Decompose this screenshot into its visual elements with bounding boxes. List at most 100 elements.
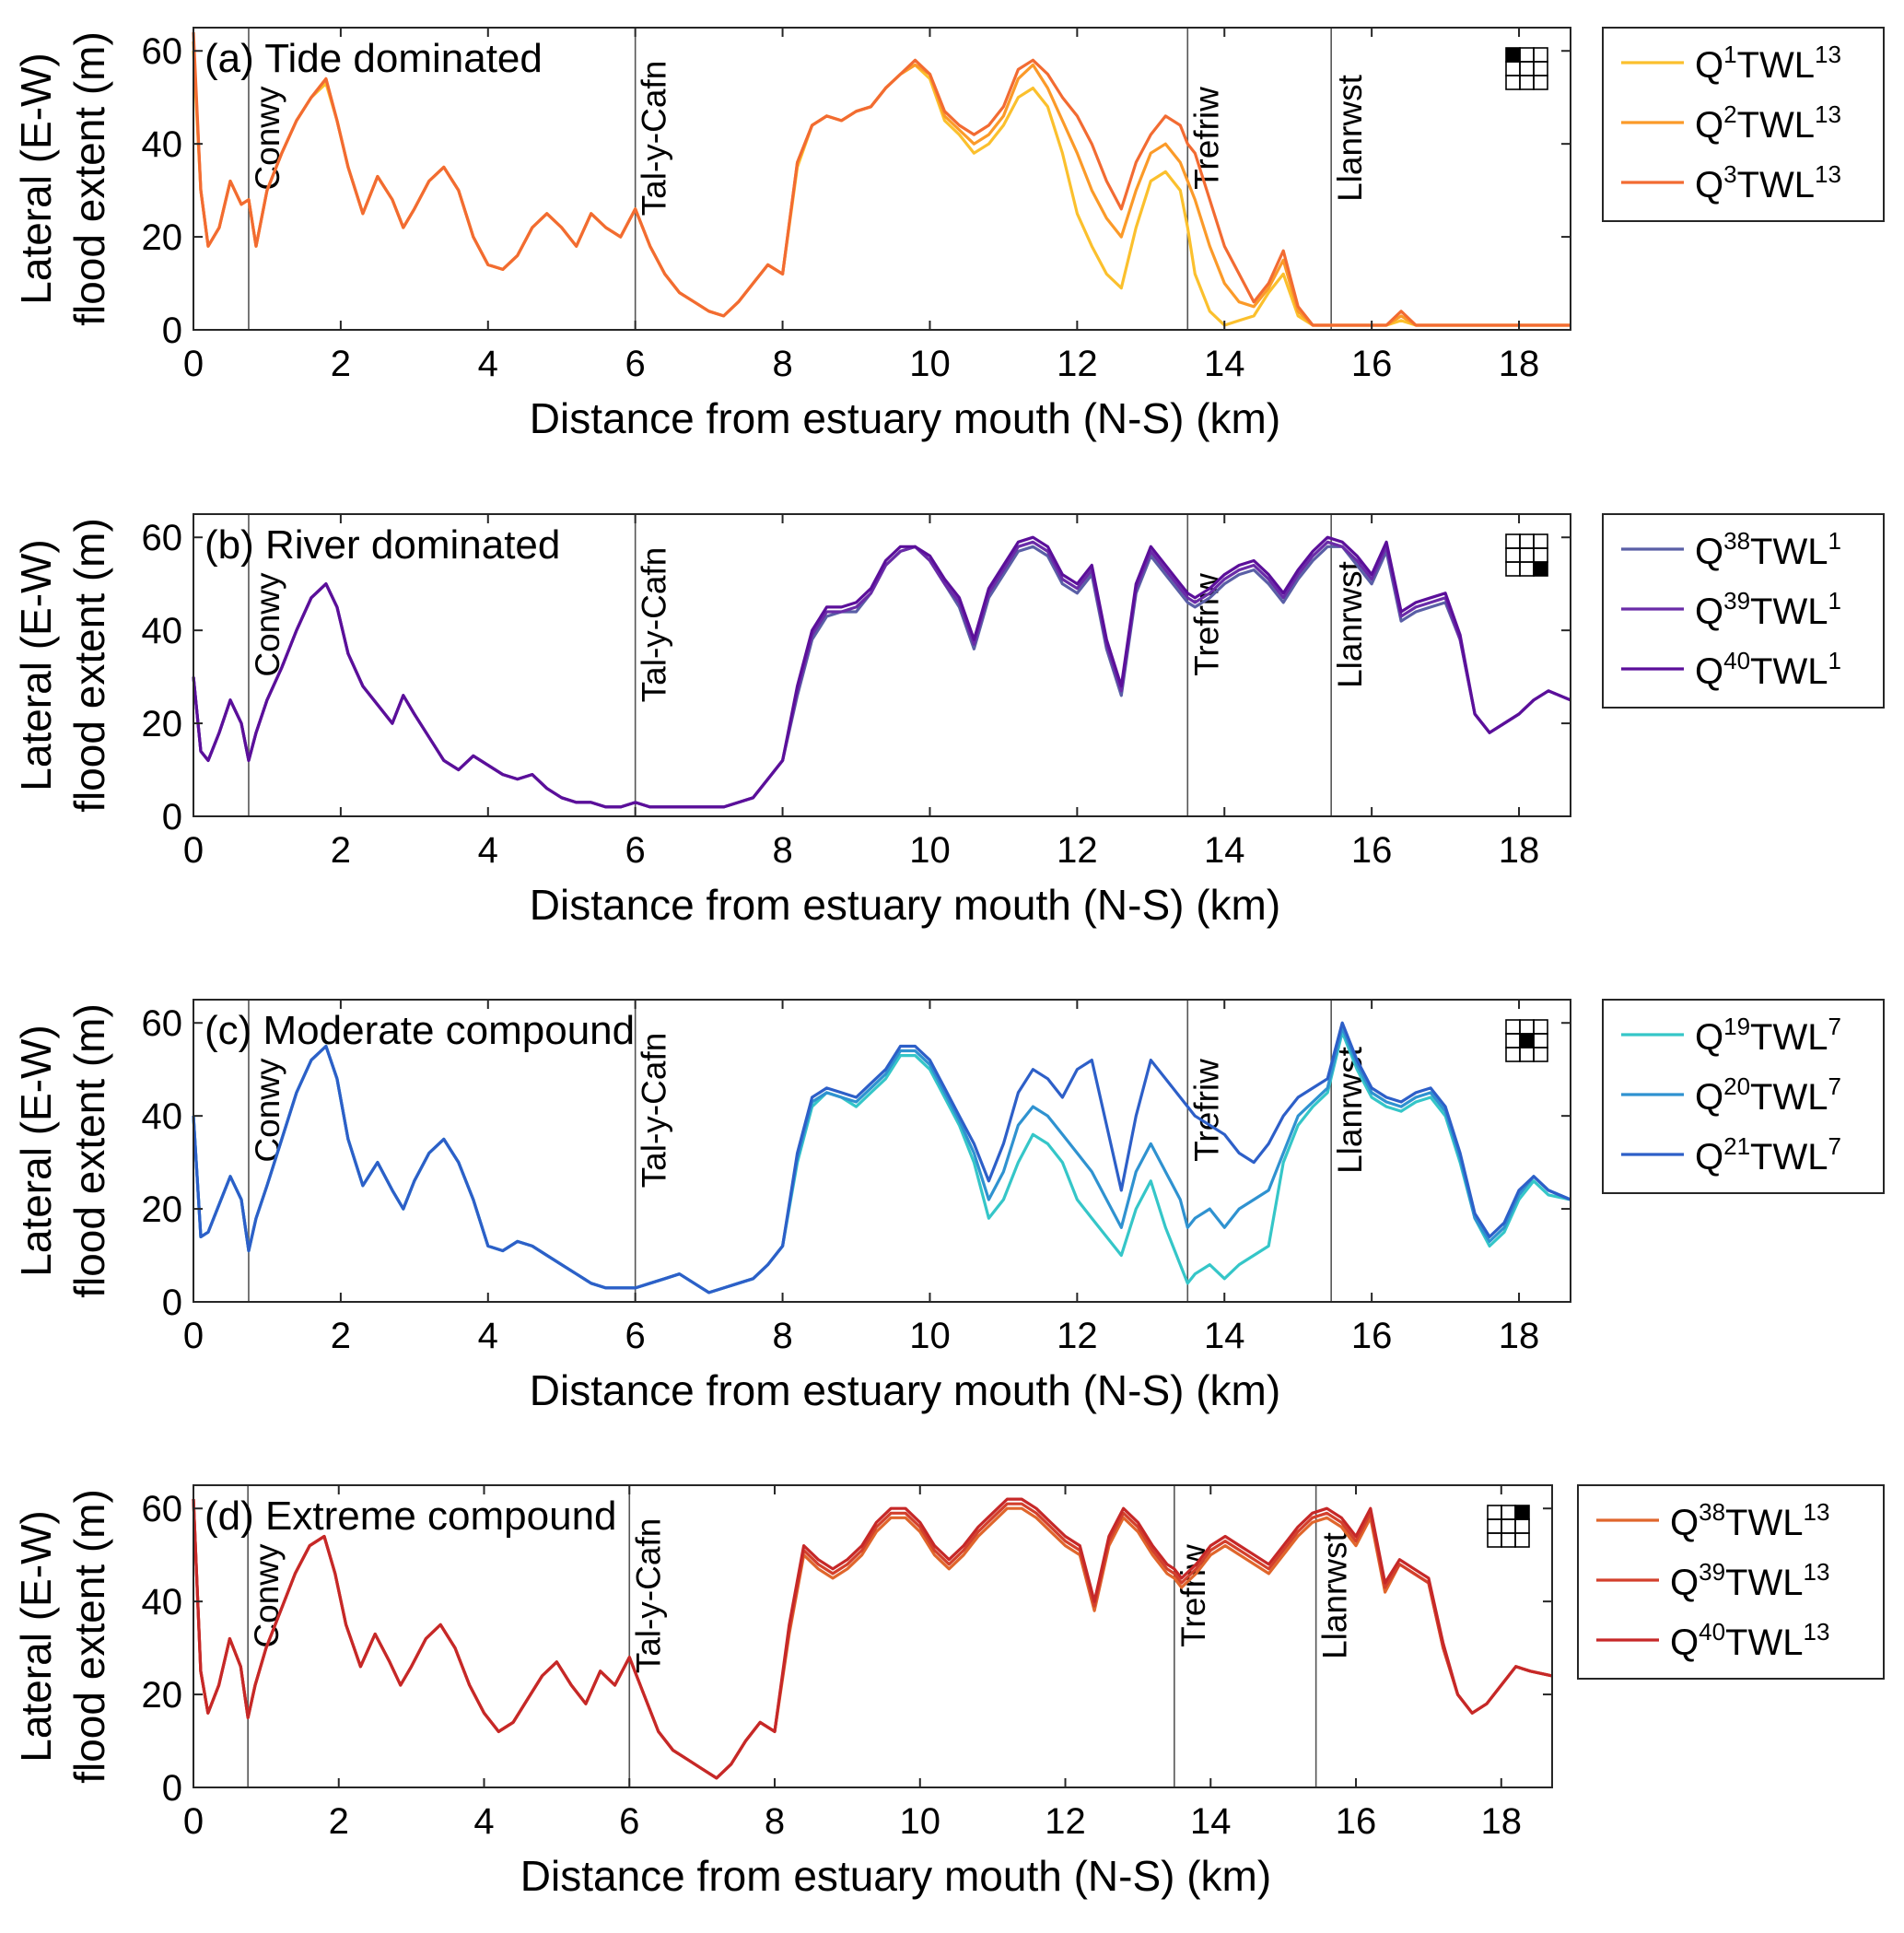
- scenario-grid-icon: [1487, 1505, 1530, 1548]
- x-tick-label: 14: [1190, 1801, 1232, 1842]
- y-tick-label: 40: [142, 611, 183, 651]
- y-tick-label: 40: [142, 1582, 183, 1623]
- scenario-grid-icon: [1505, 47, 1548, 90]
- x-axis-title-c: Distance from estuary mouth (N-S) (km): [530, 1366, 1280, 1414]
- y-tick-label: 0: [162, 310, 182, 351]
- x-tick-label: 6: [625, 830, 646, 871]
- legend-twl: TWL: [1725, 1623, 1803, 1663]
- scenario-grid-cell: [1514, 1532, 1530, 1548]
- y-tick-label: 0: [162, 797, 182, 838]
- legend-twl: TWL: [1750, 651, 1828, 692]
- town-label-conwy: Conwy: [249, 86, 286, 191]
- legend-box: [1602, 27, 1885, 222]
- x-tick-label: 16: [1351, 1316, 1393, 1356]
- legend-q: Q: [1695, 1017, 1723, 1058]
- x-tick-label: 4: [478, 830, 498, 871]
- legend-entry-Q40TWL13: Q40TWL13: [1670, 1618, 1829, 1663]
- y-axis-title-line2-d: flood extent (m): [65, 1489, 113, 1784]
- panel-title-b: (b) River dominated: [204, 522, 560, 568]
- y-tick-label: 40: [142, 1096, 183, 1137]
- x-tick-label: 10: [909, 830, 951, 871]
- legend-c: Q19TWL7 Q20TWL7 Q21TWL7: [1602, 999, 1885, 1194]
- legend-q: Q: [1695, 105, 1723, 146]
- legend-twl: TWL: [1725, 1563, 1803, 1603]
- legend-entry-Q40TWL1: Q40TWL1: [1695, 647, 1841, 692]
- legend-q: Q: [1670, 1503, 1699, 1543]
- x-tick-label: 12: [1057, 830, 1098, 871]
- y-axis-title-line2-b: flood extent (m): [65, 518, 113, 813]
- panel-title-d: (d) Extreme compound: [204, 1494, 617, 1539]
- x-axis-title-b: Distance from estuary mouth (N-S) (km): [530, 881, 1280, 929]
- panel-title-c: (c) Moderate compound: [204, 1008, 635, 1053]
- x-axis-title-a: Distance from estuary mouth (N-S) (km): [530, 394, 1280, 442]
- x-tick-label: 12: [1057, 1316, 1098, 1356]
- x-tick-label: 12: [1057, 344, 1098, 384]
- legend-twl: TWL: [1750, 592, 1828, 632]
- x-tick-label: 18: [1499, 830, 1540, 871]
- x-tick-label: 12: [1045, 1801, 1086, 1842]
- town-label-conwy: Conwy: [248, 1543, 286, 1648]
- x-tick-label: 6: [625, 1316, 646, 1356]
- scenario-grid-icon: [1505, 1019, 1548, 1062]
- x-tick-label: 18: [1499, 1316, 1540, 1356]
- legend-q: Q: [1695, 45, 1723, 86]
- town-label-tal-y-cafn: Tal-y-Cafn: [636, 61, 673, 217]
- y-tick-label: 60: [142, 1003, 183, 1044]
- x-axis-title-d: Distance from estuary mouth (N-S) (km): [520, 1852, 1271, 1900]
- town-label-tal-y-cafn: Tal-y-Cafn: [629, 1518, 667, 1674]
- x-tick-label: 16: [1351, 344, 1393, 384]
- x-tick-label: 16: [1351, 830, 1393, 871]
- legend-q: Q: [1695, 165, 1723, 205]
- legend-q-sup: 1: [1723, 41, 1736, 68]
- x-tick-label: 14: [1204, 344, 1245, 384]
- legend-q-sup: 39: [1699, 1558, 1725, 1586]
- series-line-Q21TWL7: [192, 1021, 1571, 1295]
- legend-twl-sup: 13: [1803, 1498, 1829, 1526]
- x-tick-label: 2: [331, 344, 351, 384]
- y-tick-label: 60: [142, 31, 183, 72]
- legend-twl: TWL: [1737, 105, 1815, 146]
- legend-twl: TWL: [1750, 1017, 1828, 1058]
- legend-q-sup: 40: [1699, 1618, 1725, 1646]
- town-label-tal-y-cafn: Tal-y-Cafn: [636, 547, 673, 703]
- legend-q-sup: 38: [1699, 1498, 1725, 1526]
- legend-entry-Q20TWL7: Q20TWL7: [1695, 1072, 1841, 1118]
- plot-area-a: [193, 28, 1571, 330]
- scenario-grid-cell: [1533, 1047, 1548, 1062]
- legend-entry-Q1TWL13: Q1TWL13: [1695, 41, 1841, 86]
- legend-entry-Q3TWL13: Q3TWL13: [1695, 160, 1841, 205]
- legend-entry-Q21TWL7: Q21TWL7: [1695, 1132, 1841, 1177]
- y-axis-title-line1-b: Lateral (E-W): [12, 539, 60, 791]
- legend-q: Q: [1695, 532, 1723, 572]
- x-tick-label: 16: [1336, 1801, 1377, 1842]
- legend-entry-Q19TWL7: Q19TWL7: [1695, 1013, 1841, 1058]
- scenario-grid-cell: [1533, 561, 1548, 577]
- x-tick-label: 10: [909, 1316, 951, 1356]
- legend-twl-sup: 13: [1815, 41, 1841, 68]
- x-tick-label: 0: [183, 1801, 204, 1842]
- y-axis-title-line1-a: Lateral (E-W): [12, 53, 60, 304]
- x-tick-label: 6: [625, 344, 646, 384]
- town-label-trefriw: Trefriw: [1187, 1059, 1225, 1162]
- legend-q-sup: 21: [1723, 1132, 1750, 1160]
- legend-q: Q: [1695, 651, 1723, 692]
- y-axis-title-line2-c: flood extent (m): [65, 1003, 113, 1298]
- y-tick-label: 40: [142, 124, 183, 165]
- x-tick-label: 4: [473, 1801, 494, 1842]
- x-tick-label: 8: [772, 830, 792, 871]
- x-tick-label: 8: [765, 1801, 785, 1842]
- plot-area-c: [193, 1000, 1571, 1302]
- town-label-llanrwst: Llanrwst: [1331, 74, 1369, 201]
- legend-q: Q: [1695, 1137, 1723, 1177]
- legend-twl-sup: 1: [1828, 527, 1840, 555]
- axes-frame-b: [193, 513, 1571, 817]
- legend-entry-Q39TWL13: Q39TWL13: [1670, 1558, 1829, 1603]
- legend-twl-sup: 13: [1815, 100, 1841, 128]
- y-axis-title-line1-c: Lateral (E-W): [12, 1025, 60, 1276]
- legend-q: Q: [1670, 1623, 1699, 1663]
